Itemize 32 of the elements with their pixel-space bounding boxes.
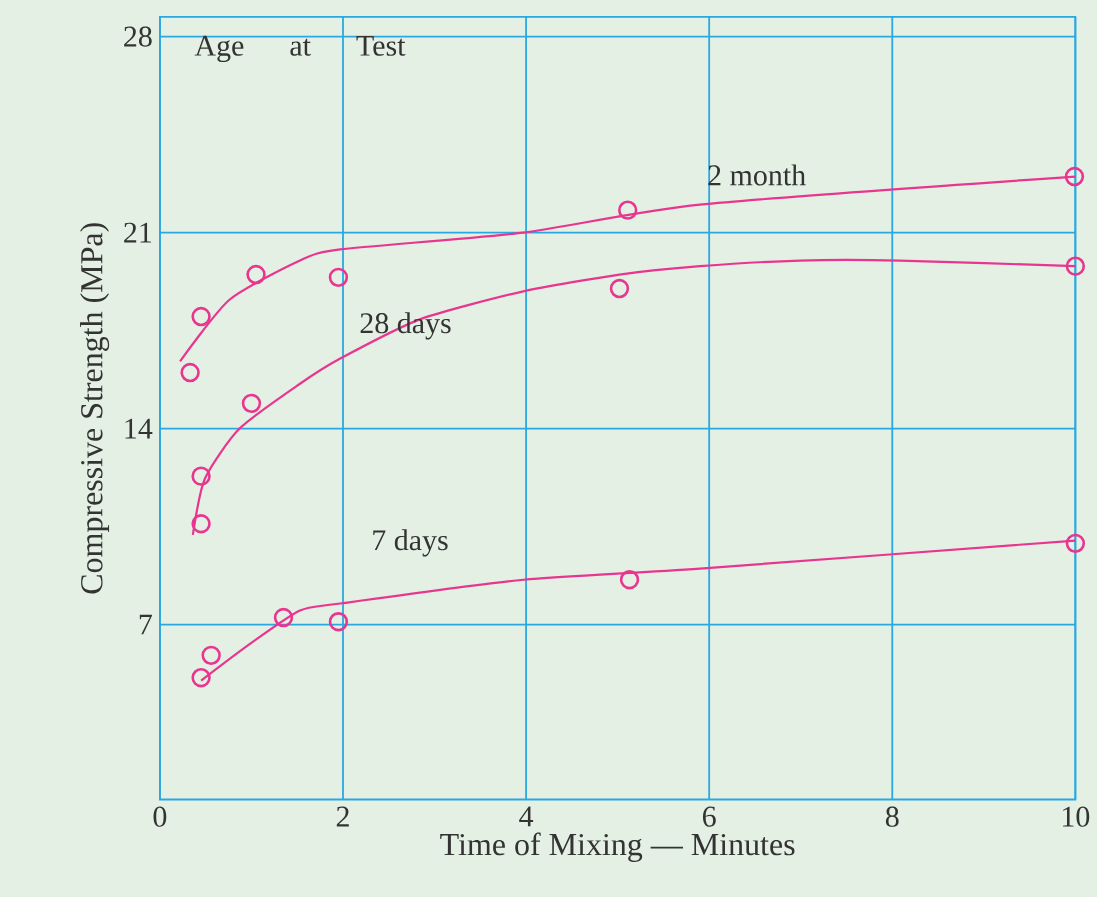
point — [246, 264, 266, 285]
annotation: Age at Test — [194, 35, 406, 62]
y-tick-label: 14 — [125, 418, 153, 439]
x-tick-label: 6 — [702, 806, 716, 827]
point — [618, 200, 638, 220]
point — [609, 278, 630, 299]
point — [201, 645, 221, 665]
point — [191, 466, 211, 486]
y-tick-label: 7 — [139, 614, 152, 635]
point — [328, 267, 349, 287]
x-tick-label: 8 — [885, 806, 899, 827]
x-axis-title: Time of Mixing — Minutes — [440, 832, 795, 862]
point — [180, 362, 200, 383]
point — [191, 513, 211, 534]
point — [191, 667, 211, 688]
point — [328, 611, 349, 632]
x-tick-label: 0 — [153, 806, 167, 827]
point — [273, 607, 294, 627]
point — [1064, 166, 1085, 187]
series-label: 7 days — [373, 529, 448, 557]
x-tick-label: 4 — [519, 806, 534, 827]
point — [1065, 533, 1086, 553]
x-tick-label: 2 — [336, 806, 349, 827]
point — [191, 306, 211, 327]
point — [241, 393, 262, 413]
point — [619, 569, 640, 590]
y-tick-label: 28 — [124, 26, 152, 47]
y-axis-title: Compressive Strength (MPa) — [80, 222, 110, 594]
y-tick-label: 21 — [124, 222, 152, 243]
point — [1065, 256, 1086, 276]
series-label: 28 days — [360, 312, 451, 340]
x-tick-label: 10 — [1063, 806, 1090, 827]
